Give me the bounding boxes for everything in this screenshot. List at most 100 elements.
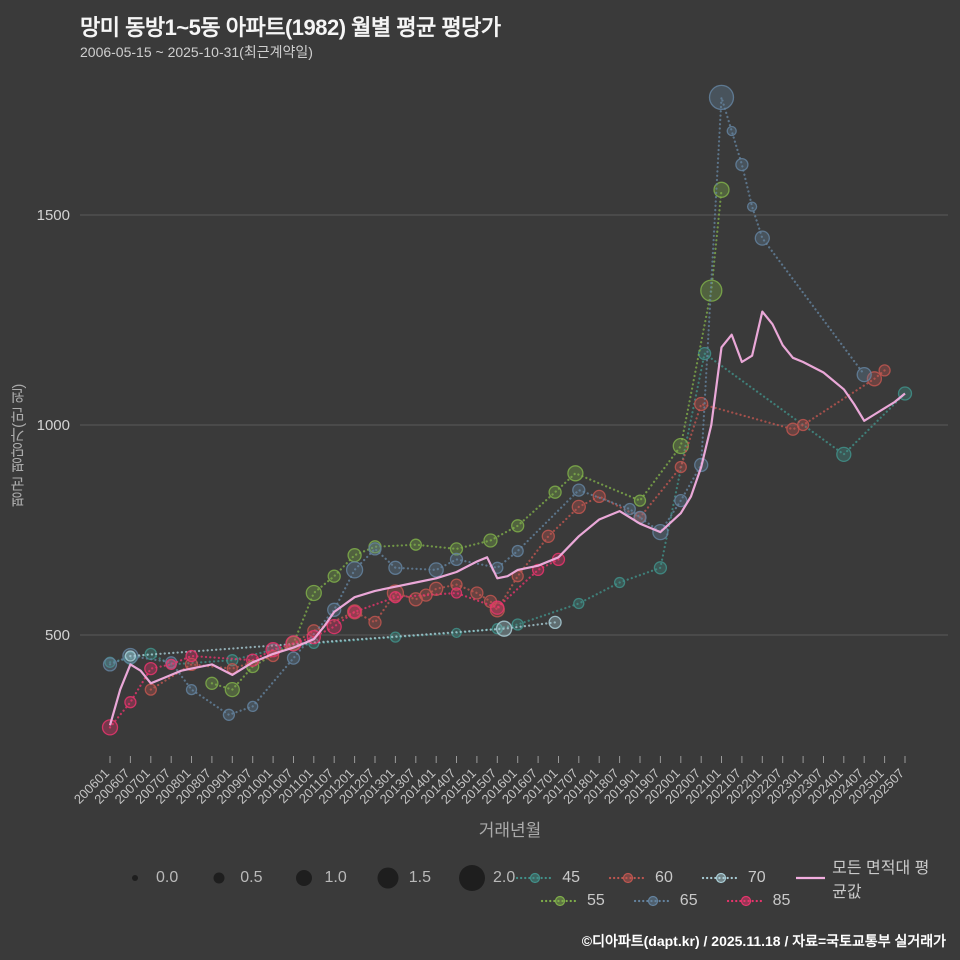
size-legend-label: 2.0 <box>493 869 516 886</box>
legend-item-65[interactable]: 65 <box>633 892 698 910</box>
data-point <box>878 364 891 377</box>
average-line <box>108 310 906 726</box>
data-point <box>754 230 770 246</box>
data-point <box>633 494 647 507</box>
data-point <box>672 437 689 455</box>
data-point <box>541 529 555 543</box>
data-point <box>697 346 712 361</box>
series-line <box>108 97 866 717</box>
data-point <box>449 552 464 567</box>
data-point <box>450 578 463 591</box>
y-tick-label: 500 <box>45 627 70 644</box>
size-legend-label: 1.0 <box>324 869 347 886</box>
size-legend-item-1.5: 1.5 <box>373 863 431 893</box>
data-point <box>567 465 584 482</box>
series-65 <box>102 84 872 721</box>
data-point <box>144 683 157 696</box>
data-point <box>708 84 735 111</box>
data-point <box>674 460 687 474</box>
series-line <box>149 369 886 691</box>
data-point <box>491 623 503 635</box>
data-point <box>735 157 749 172</box>
data-point <box>613 576 626 589</box>
data-point <box>185 683 198 696</box>
legend-item-average[interactable]: 모든 면적대 평균값 <box>794 854 932 902</box>
data-point <box>592 489 606 504</box>
data-point <box>746 201 758 212</box>
chart-canvas: 5001000150020060120060720070120070720080… <box>37 84 948 807</box>
series-70 <box>124 615 562 662</box>
data-point <box>572 483 586 497</box>
data-point <box>326 618 342 635</box>
data-point <box>286 651 301 665</box>
data-point <box>511 519 525 533</box>
data-point <box>247 700 259 713</box>
series-60 <box>144 364 891 696</box>
data-point <box>674 493 688 508</box>
data-point <box>450 587 463 599</box>
data-point <box>836 446 852 463</box>
data-point <box>124 650 137 662</box>
data-point <box>347 548 362 563</box>
data-point <box>389 591 402 604</box>
size-legend-label: 1.5 <box>408 869 431 886</box>
legend-item-85[interactable]: 85 <box>726 892 791 910</box>
data-point <box>345 561 364 579</box>
legend-label: 45 <box>562 869 581 886</box>
legend-label: 모든 면적대 평균값 <box>832 860 930 901</box>
series-45 <box>104 346 913 670</box>
size-legend-item-2.0: 2.0 <box>457 863 515 893</box>
size-legend-item-1.0: 1.0 <box>289 863 347 893</box>
data-point <box>449 542 464 556</box>
data-point <box>305 584 322 602</box>
series-line <box>108 558 560 729</box>
data-point <box>470 586 484 600</box>
data-point <box>623 502 636 516</box>
data-point <box>205 676 219 690</box>
data-point <box>224 681 240 698</box>
data-point <box>571 499 586 515</box>
legend-item-45[interactable]: 45 <box>515 869 580 887</box>
data-point <box>226 662 238 675</box>
size-legend-dot <box>295 870 312 886</box>
data-point <box>653 561 668 575</box>
legend-item-70[interactable]: 70 <box>701 869 766 887</box>
size-legend-item-0.0: 0.0 <box>120 863 178 893</box>
data-point <box>124 696 137 709</box>
data-point <box>483 533 498 548</box>
size-legend-label: 0.0 <box>156 869 179 886</box>
size-legend-dot <box>132 875 138 881</box>
legend-row-1: 0.0 0.5 1.0 1.5 2.0 45 60 70 모든 면적대 평균값 <box>120 854 932 902</box>
data-point <box>386 584 405 602</box>
data-point <box>101 719 119 736</box>
series-legend-row1: 45 60 70 모든 면적대 평균값 <box>515 854 932 902</box>
series-legend-row2: 55 65 85 <box>540 892 790 910</box>
size-legend-item-0.5: 0.5 <box>204 863 263 893</box>
y-tick-label: 1000 <box>37 417 70 434</box>
data-point <box>185 649 198 663</box>
legend-item-60[interactable]: 60 <box>608 869 673 887</box>
legend-label: 70 <box>747 869 766 886</box>
legend-label: 85 <box>772 892 791 909</box>
data-point <box>226 654 239 667</box>
size-legend-label: 0.5 <box>240 869 263 886</box>
size-legend-dot <box>459 865 485 891</box>
legend-marker <box>795 876 826 880</box>
x-axis-label: 거래년월 <box>478 821 542 840</box>
size-legend: 0.0 0.5 1.0 1.5 2.0 <box>120 863 515 893</box>
size-legend-dot <box>377 867 399 889</box>
data-point <box>368 615 382 630</box>
data-point <box>511 618 524 631</box>
legend-marker <box>701 872 740 884</box>
data-point <box>327 602 342 617</box>
data-point <box>490 600 505 615</box>
data-point <box>573 597 585 610</box>
legend-label: 60 <box>655 869 673 886</box>
legend-marker <box>608 872 648 884</box>
data-point <box>796 418 810 432</box>
legend-marker <box>516 872 555 884</box>
data-point <box>713 181 730 198</box>
data-point <box>102 657 118 672</box>
legend-marker <box>540 895 580 907</box>
legend-item-55[interactable]: 55 <box>540 892 605 910</box>
